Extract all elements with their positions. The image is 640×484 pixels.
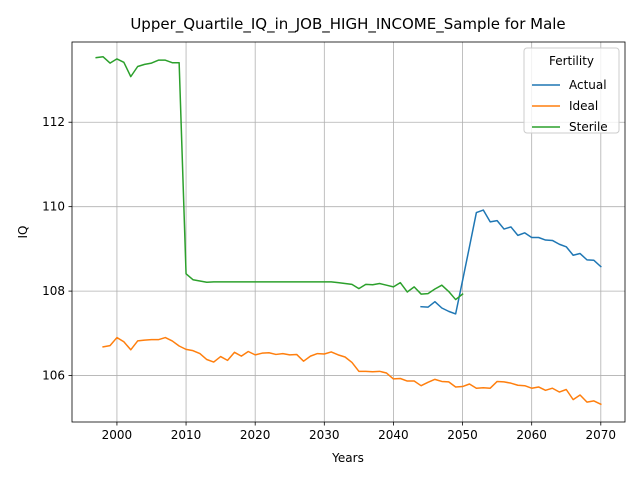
y-axis-label: IQ	[16, 226, 30, 239]
x-tick-label: 2070	[586, 428, 617, 442]
y-tick-label: 112	[42, 115, 65, 129]
legend: Fertility Actual Ideal Sterile	[523, 47, 620, 134]
series-line-actual	[420, 209, 602, 315]
x-tick-label: 2010	[171, 428, 202, 442]
x-tick-label: 2020	[240, 428, 271, 442]
y-tick-label: 106	[42, 369, 65, 383]
y-tick-label: 108	[42, 284, 65, 298]
x-tick-label: 2000	[102, 428, 133, 442]
y-axis: 106 108 110 112	[42, 115, 72, 383]
legend-title: Fertility	[549, 54, 594, 68]
chart-title: Upper_Quartile_IQ_in_JOB_HIGH_INCOME_Sam…	[130, 15, 565, 34]
series-line-ideal	[102, 336, 602, 406]
y-tick-label: 110	[42, 200, 65, 214]
legend-box	[523, 47, 620, 134]
x-axis-label: Years	[331, 451, 364, 465]
x-tick-label: 2030	[309, 428, 340, 442]
plot-frame	[71, 41, 626, 423]
legend-label-actual: Actual	[569, 78, 607, 92]
legend-label-ideal: Ideal	[569, 99, 598, 113]
legend-label-sterile: Sterile	[569, 120, 608, 134]
legend-items: Actual Ideal Sterile	[532, 78, 608, 134]
grid-layer	[72, 42, 625, 422]
series-layer	[95, 56, 602, 406]
x-tick-label: 2060	[516, 428, 547, 442]
x-tick-label: 2050	[447, 428, 478, 442]
series-line-sterile	[95, 56, 464, 301]
x-tick-label: 2040	[378, 428, 409, 442]
x-axis: 2000 2010 2020 2030 2040 2050 2060 2070	[102, 422, 616, 442]
